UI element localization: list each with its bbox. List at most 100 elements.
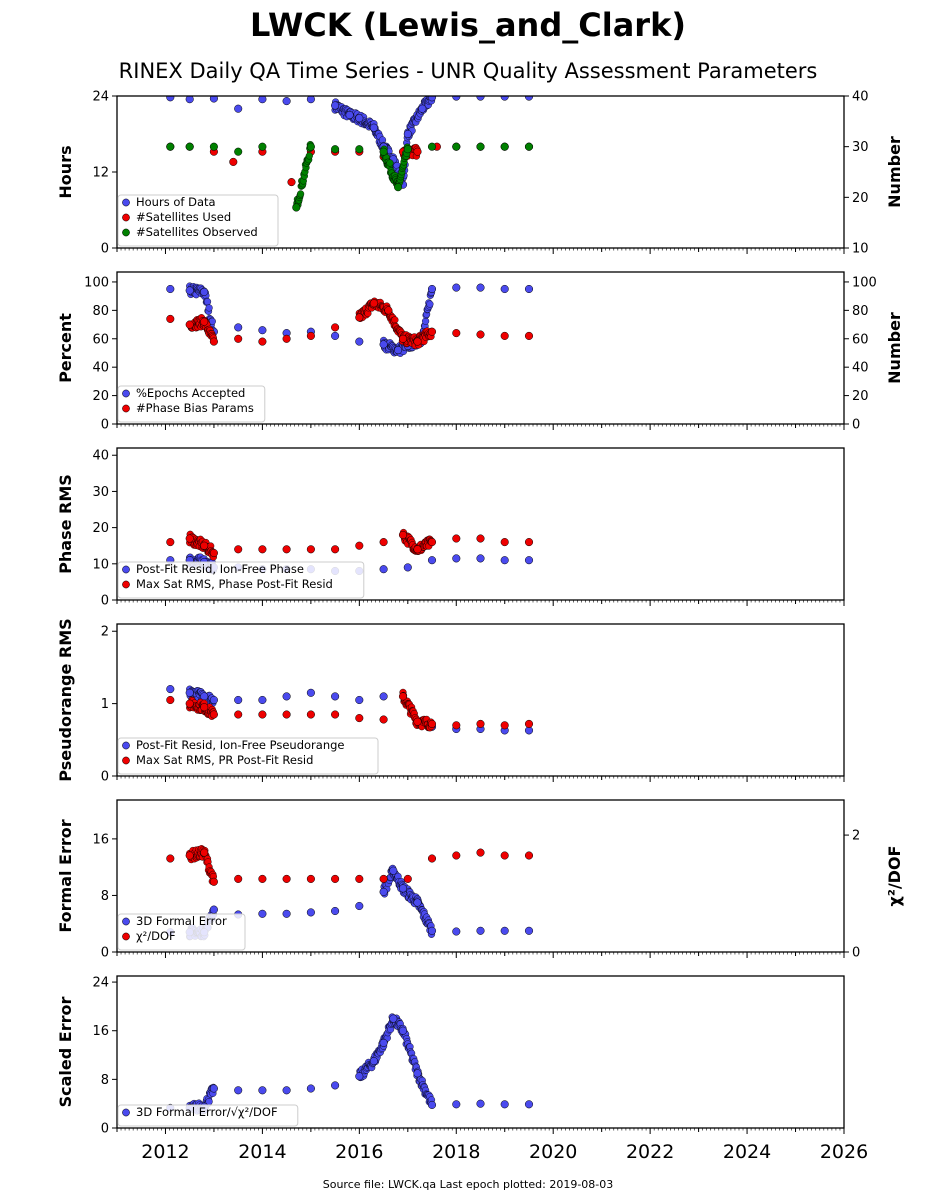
data-point-red [258,545,267,554]
legend-box [117,194,279,247]
data-point-red [166,314,175,323]
y-tick-label: 24 [92,976,109,991]
legend-marker [122,1108,130,1117]
data-point-red [500,331,509,340]
x-tick-label: 2014 [238,1141,286,1163]
data-point-blue [427,926,437,935]
legend-box [117,737,379,775]
data-point-red [331,323,340,332]
data-point-blue [306,908,315,917]
data-point-blue [500,284,509,294]
data-point-red [476,330,485,339]
data-point-blue [355,901,364,911]
data-point-red [185,534,194,543]
data-point-red [524,851,534,860]
y-tick-label: 60 [92,332,109,347]
data-point-red [331,874,340,883]
data-point-blue [379,692,388,701]
y-axis-label: Phase RMS [56,474,75,574]
markers [166,685,534,735]
data-point-blue [185,96,194,104]
data-point-blue [331,906,340,916]
data-point-blue [427,556,437,565]
point-blue [426,300,434,308]
y-tick-label: 30 [92,485,109,500]
legend-marker [122,741,130,750]
data-point-green [452,142,461,151]
data-point-green [403,145,412,154]
data-point-blue [355,337,364,346]
point-blue [422,317,430,325]
data-point-red [287,178,296,187]
panel-2: 0 20 40 60 80 100 0 20 40 60 80 100 Percent Number %Ep… [56,271,904,433]
y-right-tick-label: 40 [852,361,869,376]
data-point-blue [258,96,267,104]
legend: %Epochs Accepted#Phase Bias Params [117,385,266,423]
data-point-red [229,157,238,166]
data-point-blue [166,284,175,294]
data-point-blue [355,1072,364,1081]
data-point-red [282,874,291,883]
markers [166,845,534,941]
data-point-red [413,545,422,554]
y-axis-label: Hours [56,145,75,198]
data-point-red [234,874,243,883]
data-point-blue [379,340,388,349]
legend-entry: Max Sat RMS, PR Post-Fit Resid [136,753,313,767]
data-point-red [452,721,461,730]
y-tick-label: 12 [92,166,109,181]
data-point-blue [369,1057,378,1066]
data-point-red [282,545,291,554]
data-point-red [413,717,422,726]
data-point-red [306,331,315,340]
data-point-blue [500,1100,509,1109]
data-point-blue [282,1086,291,1095]
data-point-red [500,851,509,860]
data-point-blue [524,284,534,294]
y-right-tick-label: 0 [852,946,860,961]
data-point-blue [524,926,534,935]
data-point-blue [476,554,485,563]
data-point-blue [166,685,175,694]
data-point-blue [476,1099,485,1108]
data-point-green [394,183,403,192]
legend-marker [122,565,130,574]
data-point-blue [389,1014,398,1023]
legend-entry: Max Sat RMS, Phase Post-Fit Resid [136,577,333,591]
data-point-blue [209,905,218,914]
y-right-axis-label: Number [885,312,904,384]
data-point-red [166,854,175,863]
y-right-tick-label: 40 [852,90,869,105]
y-tick-label: 0 [101,594,109,609]
point-green [297,190,305,198]
data-point-blue [452,1100,461,1109]
y-tick-label: 20 [92,521,109,536]
data-point-blue [452,927,461,936]
data-point-blue [234,695,243,705]
panel-3: 0 10 20 30 40 Phase RMS Post-Fit Resid, Ion-Fr… [56,447,845,609]
legend-marker [122,228,130,237]
data-point-blue [345,110,354,120]
data-point-red [452,534,461,543]
data-point-green [292,203,301,212]
data-point-red [398,692,408,701]
markers [166,1013,534,1115]
data-point-blue [403,129,412,139]
data-point-red [200,848,209,857]
data-point-blue [209,96,218,103]
legend-entry: 3D Formal Error/√χ²/DOF [136,1105,278,1119]
data-point-green [476,142,485,151]
y-right-axis-label: χ²/DOF [885,846,904,907]
data-point-green [379,147,388,156]
data-point-red [398,530,408,539]
data-point-green [500,142,509,151]
data-point-red [166,695,175,705]
data-point-red [209,337,218,346]
y-axis-label: Scaled Error [56,997,75,1108]
y-right-tick-label: 20 [852,389,869,404]
data-point-blue [209,1084,218,1093]
x-tick-label: 2020 [529,1141,577,1163]
data-point-green [185,142,194,151]
data-point-red [524,719,534,728]
